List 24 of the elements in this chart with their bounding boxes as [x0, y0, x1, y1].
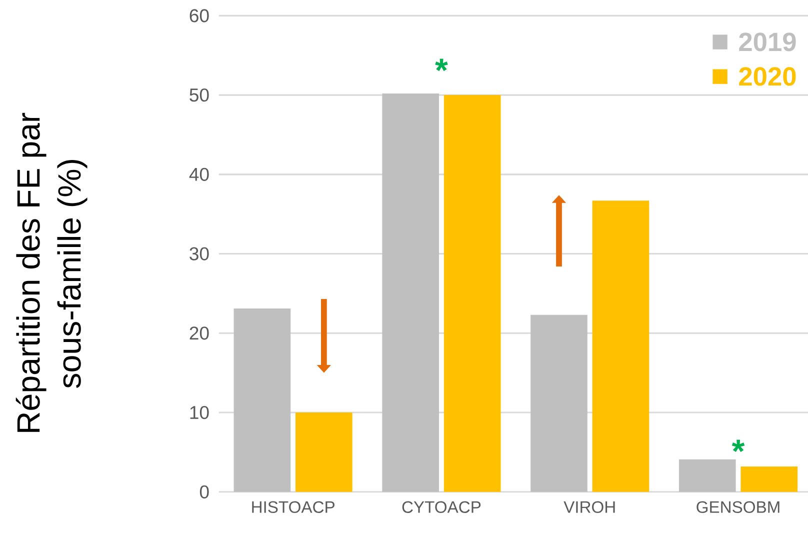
bar: [740, 466, 798, 492]
y-axis-title: Répartition des FE par sous-famille (%): [16, 112, 88, 432]
y-tick-label: 10: [190, 406, 209, 420]
x-tick-label: GENSOBM: [696, 501, 780, 513]
legend-label: 2019: [739, 32, 796, 52]
annotation: *: [732, 440, 745, 452]
y-tick-label: 60: [190, 9, 209, 22]
bar: [444, 95, 501, 492]
y-tick-label: 50: [190, 88, 209, 102]
y-tick-label: 30: [190, 247, 209, 260]
bar: [234, 308, 291, 492]
y-tick-label: 0: [200, 485, 209, 498]
bar: [530, 314, 588, 492]
y-tick-label: 20: [190, 326, 209, 340]
x-tick-label: VIROH: [564, 501, 615, 513]
bar: [296, 412, 352, 492]
annotation: *: [435, 58, 448, 72]
y-tick-label: 40: [189, 168, 209, 181]
x-tick-label: HISTOACP: [252, 501, 334, 513]
bar: [382, 93, 440, 492]
x-tick-label: CYTOACP: [402, 501, 481, 513]
bar: [678, 459, 736, 492]
legend-label: 2020: [739, 67, 796, 86]
bar: [592, 200, 650, 492]
